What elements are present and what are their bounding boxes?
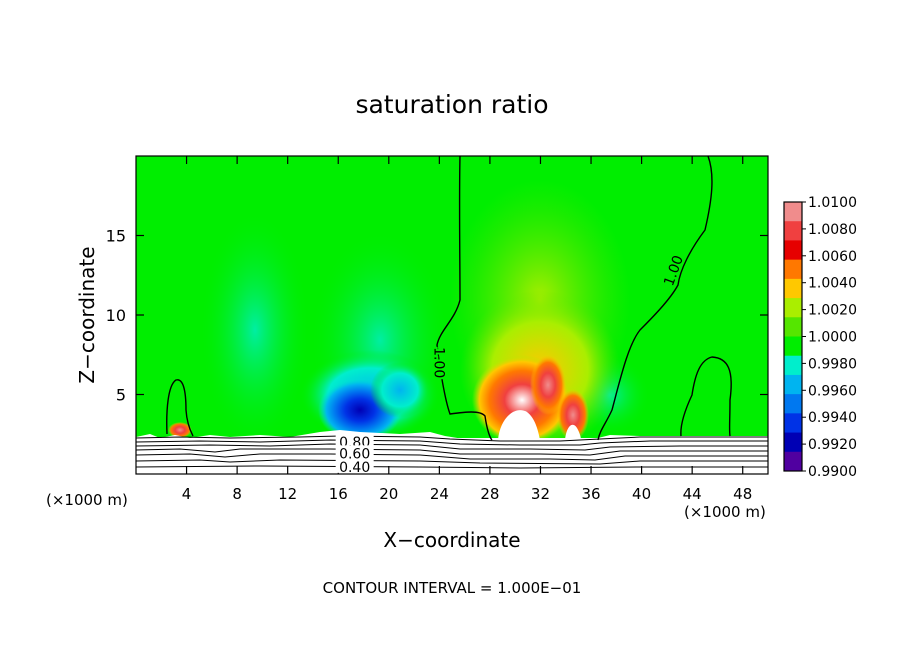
heatmap-field bbox=[136, 156, 768, 474]
x-tick-label: 36 bbox=[581, 485, 600, 503]
contour-label-bg bbox=[335, 434, 374, 449]
x-tick-label: 32 bbox=[531, 485, 550, 503]
colorbar-level-label: 1.0060 bbox=[808, 249, 857, 265]
contour-label: 0.60 bbox=[339, 446, 370, 462]
colorbar-swatch bbox=[784, 278, 802, 299]
contour-interval-footer: CONTOUR INTERVAL = 1.000E−01 bbox=[323, 579, 582, 597]
colorbar-level-label: 1.0040 bbox=[808, 276, 857, 292]
x-tick-label: 28 bbox=[480, 485, 499, 503]
contour-label: 0.40 bbox=[339, 460, 370, 476]
x-tick-label: 20 bbox=[379, 485, 398, 503]
colorbar-swatch bbox=[784, 336, 802, 357]
contour-label-bg bbox=[335, 445, 374, 460]
colorbar-swatch bbox=[784, 394, 802, 414]
y-tick-label: 5 bbox=[116, 386, 126, 405]
x-unit-left: (×1000 m) bbox=[46, 491, 128, 509]
y-tick-label: 10 bbox=[106, 306, 126, 325]
x-tick-label: 24 bbox=[430, 485, 449, 503]
colorbar-level-label: 0.9920 bbox=[808, 437, 857, 453]
colorbar-swatch bbox=[784, 413, 802, 434]
x-tick-label: 4 bbox=[182, 485, 192, 503]
colorbar-swatch bbox=[784, 374, 802, 395]
x-unit-right: (×1000 m) bbox=[684, 503, 766, 521]
colorbar-level-label: 0.9900 bbox=[808, 464, 857, 480]
x-tick-label: 44 bbox=[683, 485, 702, 503]
y-tick-label: 15 bbox=[106, 227, 126, 246]
colorbar-level-label: 1.0020 bbox=[808, 303, 857, 319]
y-axis-label: Z−coordinate bbox=[75, 246, 99, 383]
colorbar-level-label: 0.9980 bbox=[808, 356, 857, 372]
colorbar-swatch bbox=[784, 202, 802, 222]
colorbar: 1.0100 1.0080 1.0060 1.0040 1.0020 1.0000 0.99… bbox=[783, 195, 857, 480]
colorbar-swatch bbox=[784, 259, 802, 280]
chart-title: saturation ratio bbox=[355, 90, 548, 119]
x-axis-label: X−coordinate bbox=[383, 528, 520, 552]
colorbar-level-label: 1.0080 bbox=[808, 222, 857, 238]
colorbar-swatch bbox=[784, 317, 802, 337]
colorbar-swatch bbox=[784, 355, 802, 376]
colorbar-level-label: 0.9960 bbox=[808, 383, 857, 399]
x-tick-label: 12 bbox=[278, 485, 297, 503]
contour-label-bg bbox=[335, 458, 374, 473]
x-tick-label: 16 bbox=[329, 485, 348, 503]
x-tick-label: 8 bbox=[232, 485, 242, 503]
x-tick-label: 40 bbox=[632, 485, 651, 503]
x-tick-label: 48 bbox=[733, 485, 752, 503]
colorbar-level-label: 1.0000 bbox=[808, 330, 857, 346]
colorbar-swatch bbox=[784, 221, 802, 241]
colorbar-swatch bbox=[784, 298, 802, 318]
colorbar-swatch bbox=[784, 451, 802, 472]
colorbar-swatch bbox=[784, 432, 802, 453]
colorbar-level-label: 0.9940 bbox=[808, 410, 857, 426]
colorbar-swatch bbox=[784, 240, 802, 261]
contour-label: 1.00 bbox=[430, 347, 446, 378]
colorbar-level-label: 1.0100 bbox=[808, 195, 857, 211]
